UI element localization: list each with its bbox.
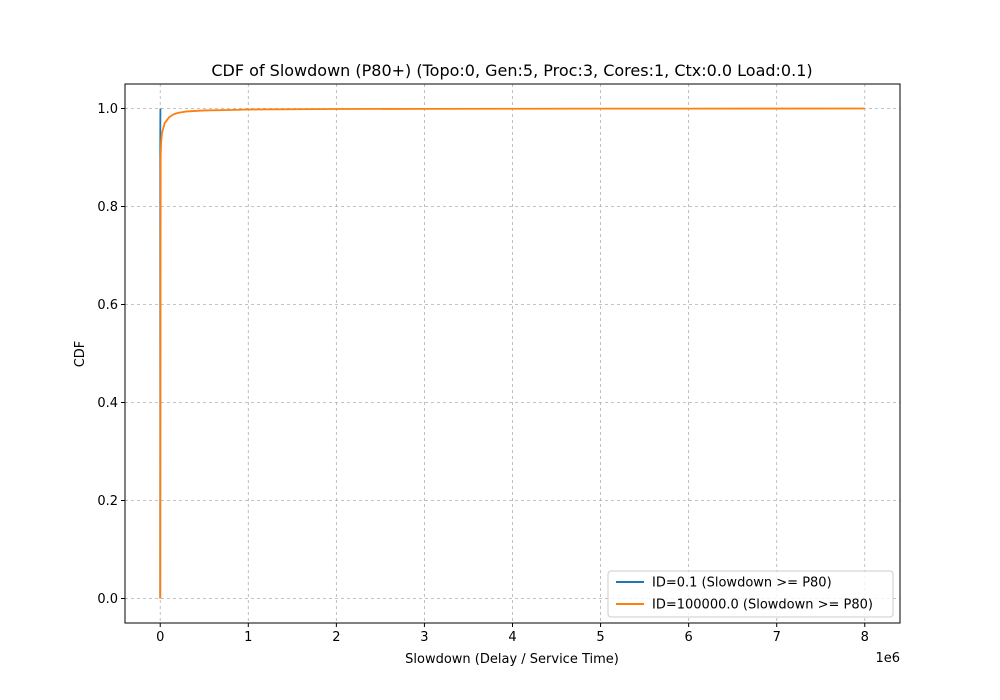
x-tick-label: 2 xyxy=(332,630,340,645)
y-tick-label: 0.2 xyxy=(97,494,118,509)
x-tick-label: 0 xyxy=(156,630,164,645)
x-tick-label: 8 xyxy=(861,630,869,645)
x-tick-label: 1 xyxy=(244,630,252,645)
chart-title: CDF of Slowdown (P80+) (Topo:0, Gen:5, P… xyxy=(211,61,812,80)
x-tick-label: 5 xyxy=(596,630,604,645)
legend-label-series-1: ID=0.1 (Slowdown >= P80) xyxy=(652,576,832,591)
legend-label-series-2: ID=100000.0 (Slowdown >= P80) xyxy=(652,598,873,613)
legend: ID=0.1 (Slowdown >= P80) ID=100000.0 (Sl… xyxy=(607,570,894,618)
x-axis-offset-label: 1e6 xyxy=(875,651,900,666)
y-axis-label: CDF xyxy=(73,341,88,368)
y-tick-label: 0.8 xyxy=(97,200,118,215)
y-tick-label: 0.0 xyxy=(97,592,118,607)
y-tick-label: 0.6 xyxy=(97,298,118,313)
x-tick-label: 7 xyxy=(773,630,781,645)
x-tick-label: 3 xyxy=(420,630,428,645)
y-tick-label: 0.4 xyxy=(97,396,118,411)
axis-ticks: 0 1 2 3 4 5 6 7 8 0.0 0.2 0.4 0.6 0.8 1.0 xyxy=(97,102,869,645)
x-axis-label: Slowdown (Delay / Service Time) xyxy=(405,652,619,667)
x-tick-label: 4 xyxy=(508,630,516,645)
series-line-2 xyxy=(159,107,865,599)
series-lines xyxy=(159,107,865,599)
y-tick-label: 1.0 xyxy=(97,102,118,117)
x-tick-label: 6 xyxy=(684,630,692,645)
legend-box xyxy=(607,570,894,618)
